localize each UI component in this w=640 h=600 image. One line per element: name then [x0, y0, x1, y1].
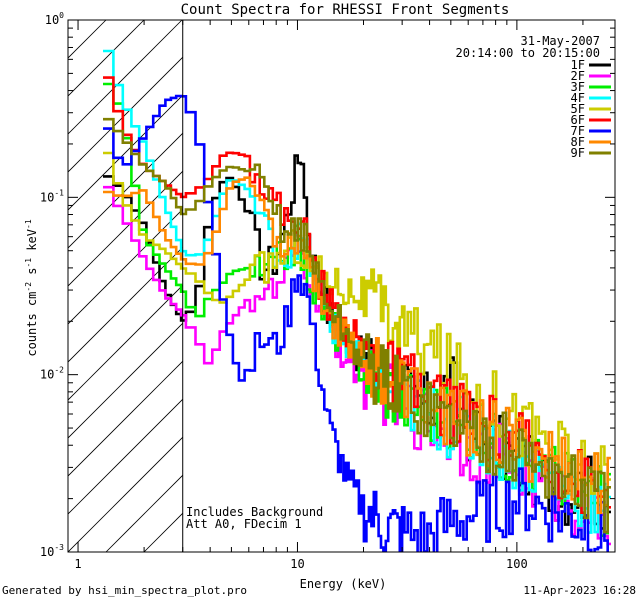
- legend-label-6F: 6F: [571, 113, 585, 127]
- hatch-line: [68, 94, 183, 211]
- x-axis-label: Energy (keV): [300, 577, 387, 591]
- chart-title: Count Spectra for RHESSI Front Segments: [181, 2, 510, 18]
- y-axis-label: counts cm-2 s-1 keV-1: [24, 219, 39, 356]
- hatch-line: [68, 20, 69, 21]
- legend-label-8F: 8F: [571, 135, 585, 149]
- series-9F: [103, 117, 611, 534]
- footer-timestamp: 11-Apr-2023 16:28: [523, 584, 636, 597]
- x-tick-label: 10: [290, 557, 304, 571]
- y-tick-label: 10-2: [40, 366, 64, 382]
- legend-label-4F: 4F: [571, 91, 585, 105]
- legend-label-9F: 9F: [571, 146, 585, 160]
- hatch-line: [68, 20, 183, 135]
- plot-frame: [67, 19, 616, 553]
- series-7F: [103, 94, 609, 552]
- hatch-line: [68, 208, 183, 325]
- hatch-lines: [68, 20, 183, 552]
- hatch-line: [68, 20, 107, 59]
- series-layer: [103, 49, 611, 552]
- axis-ticks: 1 10 100 10-3 10-2 10-1 100: [40, 11, 615, 571]
- y-tick-label: 100: [45, 11, 64, 27]
- x-tick-label: 100: [506, 557, 528, 571]
- hatch-line: [68, 398, 183, 515]
- footer-generated-by: Generated by hsi_min_spectra_plot.pro: [2, 584, 247, 597]
- legend-label-2F: 2F: [571, 69, 585, 83]
- y-tick-label: 10-3: [40, 543, 64, 559]
- annotation-background: Includes Background: [186, 505, 323, 519]
- x-tick-label: 1: [74, 557, 81, 571]
- hatch-line: [68, 360, 183, 477]
- legend-label-5F: 5F: [571, 102, 585, 116]
- annotation-attenuator: Att A0, FDecim 1: [186, 517, 302, 531]
- hatch-line: [68, 246, 183, 363]
- time-range-label: 20:14:00 to 20:15:00: [456, 46, 601, 60]
- series-8F: [103, 176, 611, 515]
- legend-label-7F: 7F: [571, 124, 585, 138]
- legend-label-3F: 3F: [571, 80, 585, 94]
- hatch-line: [68, 436, 183, 552]
- date-label: 31-May-2007: [521, 34, 600, 48]
- attenuator-hatched-region: [68, 20, 183, 552]
- legend-label-1F: 1F: [571, 58, 585, 72]
- y-tick-label: 10-1: [40, 188, 64, 204]
